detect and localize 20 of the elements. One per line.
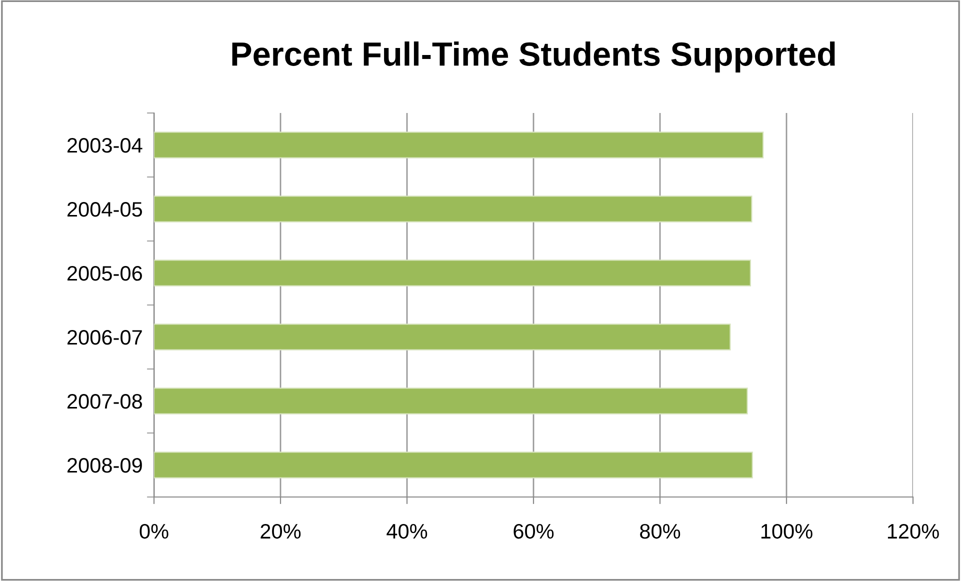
x-tick-label: 60% — [514, 524, 554, 539]
x-tick-label: 40% — [386, 524, 428, 539]
bar — [154, 132, 764, 158]
y-tick-label: 2005-06 — [67, 266, 142, 281]
x-tick-label: 20% — [260, 524, 301, 539]
y-tick-label: 2003-04 — [67, 138, 142, 153]
x-tick-label: 100% — [761, 524, 812, 539]
chart-title: Percent Full-Time Students Supported — [232, 41, 835, 73]
bar — [154, 388, 748, 414]
x-tick-label: 120% — [888, 524, 939, 539]
bar — [154, 260, 752, 286]
y-tick-label: 2006-07 — [67, 330, 142, 345]
bar — [154, 452, 753, 478]
y-tick-label: 2008-09 — [67, 458, 142, 473]
bar — [154, 324, 731, 350]
y-tick-label: 2004-05 — [67, 202, 142, 217]
x-tick-label: 0% — [140, 524, 168, 539]
bar — [154, 196, 752, 222]
y-tick-label: 2007-08 — [67, 394, 142, 409]
x-tick-label: 80% — [640, 524, 680, 539]
